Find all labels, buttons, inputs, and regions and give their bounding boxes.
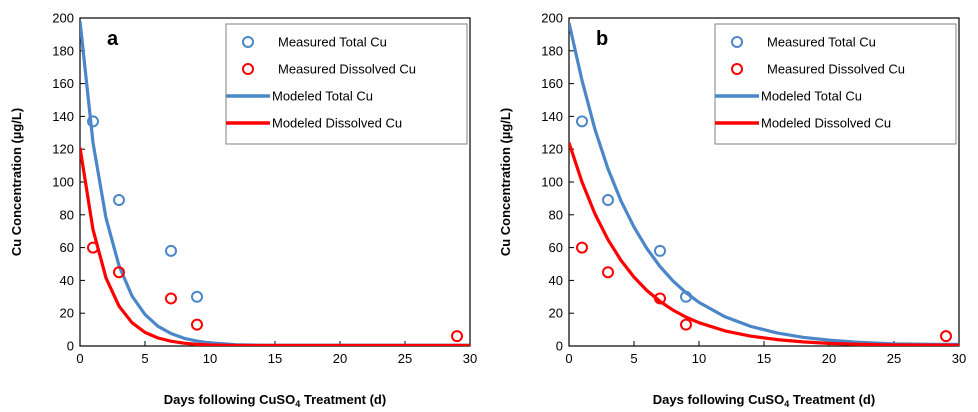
legend-entry-label: Measured Total Cu [767, 35, 876, 50]
panel-label: b [596, 28, 608, 50]
x-tick-label: 0 [565, 351, 572, 366]
legend-entry-label: Modeled Total Cu [761, 89, 862, 104]
y-tick-label: 120 [52, 142, 74, 157]
data-point-measured-total-cu [165, 244, 177, 257]
y-tick-label: 80 [549, 207, 563, 222]
x-axis-label-main: Days following CuSO [653, 392, 784, 407]
y-tick-label: 100 [52, 175, 74, 190]
legend-marker [242, 63, 254, 75]
data-point-measured-dissolved-cu [191, 318, 203, 331]
y-tick-label: 60 [60, 240, 74, 255]
data-point-measured-dissolved-cu [113, 266, 125, 279]
y-tick-label: 40 [549, 273, 563, 288]
y-tick-label: 160 [541, 76, 563, 91]
data-point-measured-total-cu [654, 244, 666, 257]
data-point-measured-dissolved-cu [940, 330, 952, 343]
data-point-measured-total-cu [576, 115, 588, 128]
y-tick-label: 160 [52, 76, 74, 91]
x-axis-label-main: Days following CuSO [164, 392, 295, 407]
x-tick-label: 20 [333, 351, 347, 366]
legend-entry-label: Measured Dissolved Cu [767, 62, 905, 77]
y-tick-label: 140 [541, 109, 563, 124]
y-tick-label: 20 [60, 306, 74, 321]
data-point-measured-total-cu [602, 194, 614, 207]
y-tick-label: 0 [556, 339, 563, 354]
series-line-modeled-dissolved-cu [80, 147, 470, 346]
legend-entry-label: Modeled Dissolved Cu [272, 116, 402, 131]
data-point-measured-dissolved-cu [602, 266, 614, 279]
x-tick-label: 15 [268, 351, 282, 366]
y-axis-label: Cu Concentration (µg/L) [9, 108, 24, 256]
legend-entry-label: Measured Dissolved Cu [278, 62, 416, 77]
x-tick-label: 30 [463, 351, 477, 366]
x-axis-label-subscript: 4 [784, 399, 789, 409]
x-tick-label: 25 [887, 351, 901, 366]
legend-entry-label: Modeled Dissolved Cu [761, 116, 891, 131]
chart-panel-a: 0 20 40 60 80 100 120 140 160 180 200 0 5 10 15 20 25 30 D… [9, 11, 477, 410]
data-point-measured-total-cu [113, 194, 125, 207]
x-tick-label: 25 [398, 351, 412, 366]
data-point-measured-dissolved-cu [87, 241, 99, 254]
y-tick-label: 200 [541, 11, 563, 26]
data-point-measured-dissolved-cu [576, 241, 588, 254]
x-tick-label: 0 [76, 351, 83, 366]
y-tick-label: 120 [541, 142, 563, 157]
data-point-measured-dissolved-cu [654, 292, 666, 305]
y-tick-label: 100 [541, 175, 563, 190]
legend-marker [731, 63, 743, 75]
y-tick-label: 140 [52, 109, 74, 124]
x-axis-label-tail: Treatment (d) [789, 392, 875, 407]
legend-marker [731, 36, 743, 48]
x-axis-label: Days following CuSO4 Treatment (d) [653, 392, 875, 409]
series-line-modeled-dissolved-cu [569, 142, 959, 346]
x-tick-label: 10 [692, 351, 706, 366]
data-point-measured-dissolved-cu [451, 330, 463, 343]
x-tick-label: 20 [822, 351, 836, 366]
y-tick-label: 200 [52, 11, 74, 26]
y-axis-label: Cu Concentration (µg/L) [498, 108, 513, 256]
x-axis-label: Days following CuSO4 Treatment (d) [164, 392, 386, 409]
y-tick-label: 40 [60, 273, 74, 288]
data-point-measured-total-cu [191, 290, 203, 303]
x-tick-label: 15 [757, 351, 771, 366]
y-tick-label: 0 [67, 339, 74, 354]
x-tick-label: 5 [141, 351, 148, 366]
x-tick-label: 30 [952, 351, 966, 366]
legend-entry-label: Measured Total Cu [278, 35, 387, 50]
x-axis-label-subscript: 4 [295, 399, 300, 409]
data-point-measured-dissolved-cu [165, 292, 177, 305]
data-point-measured-total-cu [680, 290, 692, 303]
legend-marker [242, 36, 254, 48]
x-tick-label: 5 [630, 351, 637, 366]
y-tick-label: 180 [541, 43, 563, 58]
y-tick-label: 180 [52, 43, 74, 58]
y-tick-label: 60 [549, 240, 563, 255]
y-tick-label: 20 [549, 306, 563, 321]
y-tick-label: 80 [60, 207, 74, 222]
data-point-measured-dissolved-cu [680, 318, 692, 331]
x-tick-label: 10 [203, 351, 217, 366]
panel-label: a [107, 28, 119, 50]
x-axis-label-tail: Treatment (d) [300, 392, 386, 407]
series-line-modeled-total-cu [569, 22, 959, 346]
data-point-measured-total-cu [87, 115, 99, 128]
legend-entry-label: Modeled Total Cu [272, 89, 373, 104]
chart-panel-b: 0 20 40 60 80 100 120 140 160 180 200 0 5 10 15 20 25 30 D… [498, 11, 966, 410]
